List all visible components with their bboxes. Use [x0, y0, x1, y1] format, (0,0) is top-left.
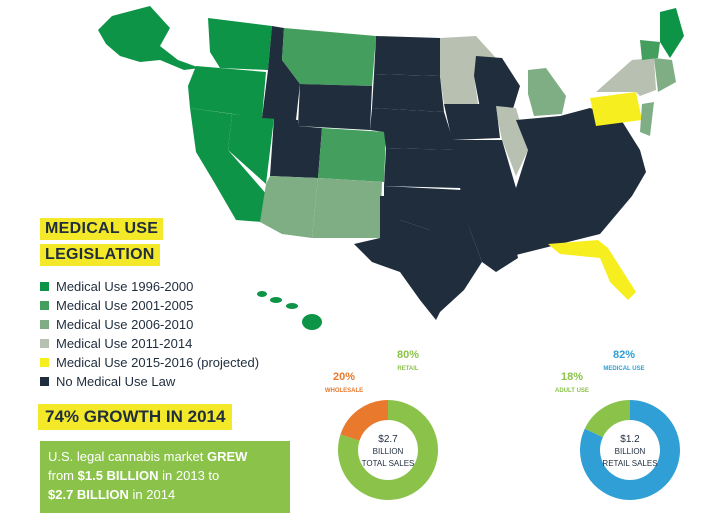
state-maine: [660, 8, 684, 58]
state-nevada: [228, 114, 274, 184]
legend-swatch: [40, 339, 49, 348]
donut-center-text: BILLION: [615, 447, 646, 456]
legend-item: Medical Use 2015-2016 (projected): [40, 353, 259, 372]
donut-category-label: RETAIL: [397, 366, 419, 372]
us-map: [98, 6, 684, 330]
donut-value-label: 18%: [561, 371, 583, 383]
state-pennsylvania: [590, 92, 642, 126]
legend-label: No Medical Use Law: [56, 374, 176, 389]
state-texas: [354, 196, 482, 320]
growth-text: from: [48, 468, 78, 483]
growth-text: U.S. legal cannabis market: [48, 449, 207, 464]
state-minnesota: [440, 36, 496, 104]
state-louisiana: [470, 230, 518, 272]
legend-item: Medical Use 2011-2014: [40, 334, 259, 353]
state-california: [190, 108, 268, 222]
state-northeast-small: [654, 58, 676, 92]
donut-center-text: RETAIL SALES: [602, 459, 657, 468]
donut-center-text: $1.2: [620, 434, 640, 445]
legend-swatch: [40, 358, 49, 367]
growth-line2: from $1.5 BILLION in 2013 to: [48, 466, 282, 485]
state-north-dakota: [374, 36, 440, 76]
donut-slice-adult-use: [584, 400, 631, 438]
state-wisconsin: [474, 56, 520, 112]
donut-slice-wholesale: [340, 400, 389, 442]
legend-item: No Medical Use Law: [40, 372, 259, 391]
growth-bold: $1.5 BILLION: [77, 468, 159, 483]
state-utah: [270, 118, 322, 178]
growth-box: U.S. legal cannabis market GREW from $1.…: [40, 441, 290, 513]
state-montana: [282, 28, 376, 86]
legend-swatch: [40, 282, 49, 291]
legend-swatch: [40, 301, 49, 310]
growth-title: 74% GROWTH IN 2014: [38, 404, 233, 430]
state-hawaii: [257, 291, 322, 330]
legend-item: Medical Use 1996-2000: [40, 277, 259, 296]
donut-value-label: 80%: [397, 349, 419, 361]
state-oregon: [188, 66, 266, 118]
state-idaho: [262, 26, 300, 120]
legend-swatch: [40, 320, 49, 329]
sales-donut-charts: $2.7 BILLION TOTAL SALES 80% RETAIL 20% WHOLES…: [325, 349, 680, 500]
donut-center-text: TOTAL SALES: [362, 459, 415, 468]
donut-value-label: 82%: [613, 349, 635, 361]
state-arizona: [260, 176, 318, 238]
legend-label: Medical Use 2011-2014: [56, 336, 193, 351]
state-colorado: [318, 128, 386, 182]
state-kansas: [384, 148, 460, 188]
donut-category-label: ADULT USE: [555, 388, 589, 394]
legend-title-line2: LEGISLATION: [40, 244, 160, 266]
state-south-dakota: [372, 74, 444, 112]
state-new-mexico: [312, 178, 382, 238]
donut-center-text: $2.7: [378, 434, 398, 445]
legend-list: Medical Use 1996-2000 Medical Use 2001-2…: [40, 277, 259, 391]
state-missouri: [452, 140, 516, 188]
state-michigan: [528, 68, 566, 116]
donut-category-label: WHOLESALE: [325, 388, 363, 394]
state-new-york: [596, 58, 656, 96]
state-iowa: [444, 104, 500, 140]
state-vermont-nh: [640, 40, 660, 60]
state-florida: [548, 240, 636, 300]
legend-label: Medical Use 2006-2010: [56, 317, 194, 332]
legend-swatch: [40, 377, 49, 386]
growth-text: in 2013 to: [158, 468, 220, 483]
legend-label: Medical Use 2015-2016 (projected): [56, 355, 260, 370]
growth-line3: $2.7 BILLION in 2014: [48, 485, 282, 504]
state-mid-atlantic: [640, 102, 654, 136]
state-southeast: [460, 108, 646, 262]
growth-line1: U.S. legal cannabis market GREW: [48, 447, 282, 466]
legend-item: Medical Use 2006-2010: [40, 315, 259, 334]
state-wyoming: [298, 84, 372, 130]
donut-center-text: BILLION: [373, 447, 404, 456]
legend-item: Medical Use 2001-2005: [40, 296, 259, 315]
donut-slice-retail: [338, 400, 438, 500]
legend-label: Medical Use 1996-2000: [56, 279, 194, 294]
growth-bold: $2.7 BILLION: [48, 487, 129, 502]
state-washington: [208, 18, 272, 70]
state-nebraska: [370, 108, 456, 150]
legend-title-line1: MEDICAL USE: [40, 218, 164, 240]
growth-bold: GREW: [206, 449, 248, 464]
state-oklahoma: [384, 186, 470, 230]
growth-text: in 2014: [128, 487, 176, 502]
donut-category-label: MEDICAL USE: [603, 366, 644, 372]
donut-slice-medical-use: [580, 400, 680, 500]
state-alaska: [98, 6, 200, 70]
legend-label: Medical Use 2001-2005: [56, 298, 194, 313]
donut-value-label: 20%: [333, 371, 355, 383]
